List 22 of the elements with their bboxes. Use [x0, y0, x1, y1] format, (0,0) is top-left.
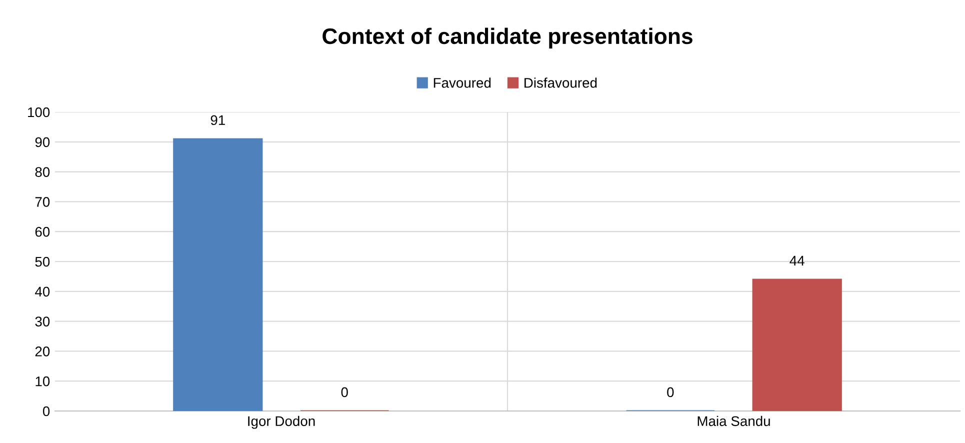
y-tick-label: 50 — [35, 256, 50, 267]
y-tick-label: 10 — [36, 376, 50, 386]
data-label: 44 — [790, 256, 804, 266]
y-tick-label: 40 — [35, 286, 50, 297]
y-tick-label: 0 — [42, 406, 50, 416]
data-label: 0 — [341, 387, 348, 398]
y-tick-label: 70 — [35, 197, 50, 207]
bar — [173, 138, 263, 411]
legend-label: Disfavoured — [524, 78, 597, 88]
y-tick-label: 90 — [35, 137, 50, 148]
legend-label: Favoured — [434, 78, 491, 88]
data-label: 91 — [210, 115, 225, 126]
data-label: 0 — [667, 387, 674, 398]
y-tick-label: 80 — [35, 167, 50, 177]
x-tick-label: Maia Sandu — [698, 416, 770, 426]
y-tick-label: 20 — [35, 346, 50, 356]
chart-title: Context of candidate presentations — [322, 28, 692, 48]
x-tick-label: Igor Dodon — [248, 416, 315, 429]
y-tick-label: 60 — [35, 226, 50, 237]
y-tick-label: 100 — [28, 107, 50, 118]
bar — [752, 278, 842, 411]
y-tick-label: 30 — [35, 316, 50, 326]
